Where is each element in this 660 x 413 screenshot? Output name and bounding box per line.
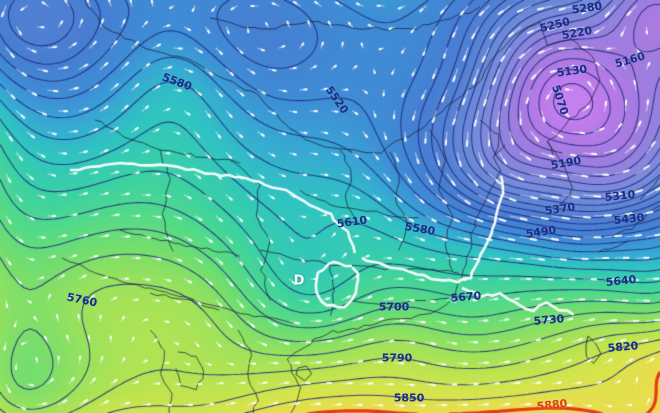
weather-map-viewport: 5280 5250 5220 5160 5130 5070 5580 5520 5610 5580… <box>0 0 660 413</box>
geopotential-map-canvas <box>0 0 660 413</box>
